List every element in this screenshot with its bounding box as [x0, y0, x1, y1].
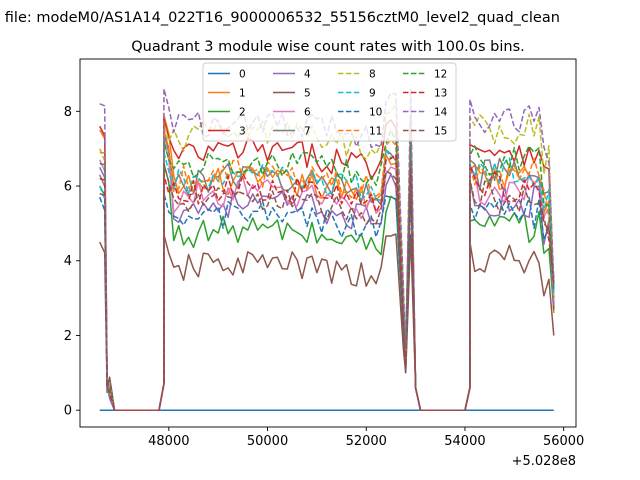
series-line-4 — [99, 129, 555, 411]
legend-label-0: 0 — [239, 69, 246, 81]
legend-label-12: 12 — [434, 69, 447, 81]
x-offset-label: +5.028e8 — [512, 454, 576, 469]
legend-label-1: 1 — [239, 88, 246, 100]
legend-label-13: 13 — [434, 88, 447, 100]
legend-label-2: 2 — [239, 107, 246, 119]
legend-label-15: 15 — [434, 126, 447, 138]
y-tick-label: 8 — [64, 105, 72, 120]
legend-label-7: 7 — [304, 126, 311, 138]
legend-label-14: 14 — [434, 107, 448, 119]
series-line-5 — [99, 233, 555, 411]
series-line-15 — [99, 162, 555, 411]
x-tick-label: 54000 — [444, 434, 485, 449]
x-tick-label: 48000 — [148, 434, 189, 449]
legend-label-4: 4 — [304, 69, 311, 81]
legend-label-11: 11 — [369, 126, 382, 138]
chart-title: Quadrant 3 module wise count rates with … — [131, 39, 525, 55]
series-line-12 — [99, 129, 555, 411]
series-line-13 — [99, 153, 555, 411]
x-tick-label: 56000 — [543, 434, 584, 449]
legend-label-8: 8 — [369, 69, 376, 81]
series-line-7 — [99, 132, 555, 411]
legend-label-3: 3 — [239, 126, 246, 138]
series-line-10 — [98, 192, 555, 411]
y-tick-label: 0 — [64, 404, 72, 419]
figure-suptitle: n file: modeM0/AS1A14_022T16_9000006532_… — [0, 10, 560, 26]
legend-label-5: 5 — [304, 88, 311, 100]
y-tick-label: 2 — [64, 329, 72, 344]
plot-area — [98, 88, 555, 411]
series-line-2 — [99, 162, 555, 411]
x-tick-label: 52000 — [346, 434, 387, 449]
series-line-8 — [99, 103, 555, 411]
legend-label-10: 10 — [369, 107, 382, 119]
legend-label-9: 9 — [369, 88, 376, 100]
series-line-3 — [99, 118, 555, 411]
legend-box — [202, 62, 457, 142]
axes: 48000 50000 52000 54000 56000 +5.028e8 0 2 4 6 8 — [64, 58, 584, 469]
y-tick-label: 4 — [64, 254, 72, 269]
legend-label-6: 6 — [304, 107, 311, 119]
y-tick-label: 6 — [64, 180, 72, 195]
series-line-6 — [99, 140, 555, 411]
axes-frame — [79, 58, 577, 428]
x-tick-label: 50000 — [247, 434, 288, 449]
